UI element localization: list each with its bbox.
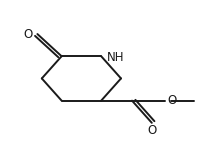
Text: O: O (147, 124, 156, 137)
Text: NH: NH (107, 51, 124, 64)
Text: O: O (23, 28, 32, 41)
Text: O: O (167, 94, 176, 107)
